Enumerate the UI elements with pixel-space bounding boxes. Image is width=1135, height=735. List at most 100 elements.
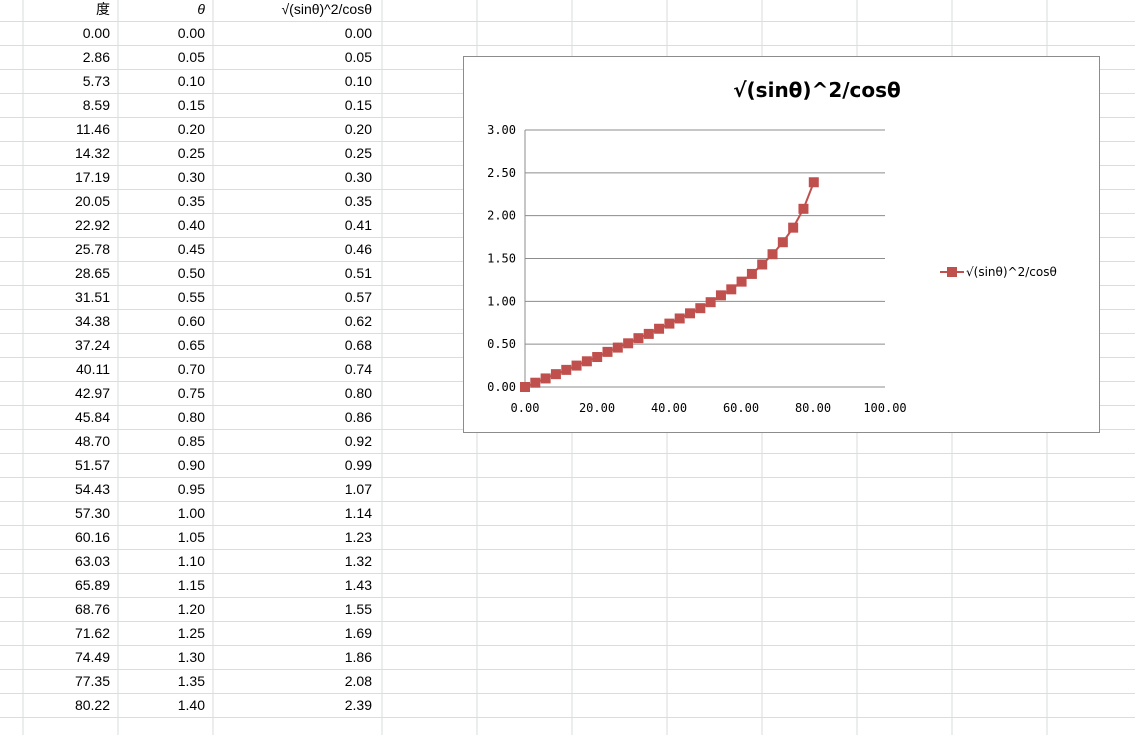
table-cell[interactable]: 0.25 bbox=[95, 142, 205, 165]
table-cell[interactable]: 0.00 bbox=[0, 22, 110, 45]
table-cell[interactable]: 11.46 bbox=[0, 118, 110, 141]
table-cell[interactable]: 57.30 bbox=[0, 502, 110, 525]
table-cell[interactable]: 0.68 bbox=[262, 334, 372, 357]
table-cell[interactable]: 37.24 bbox=[0, 334, 110, 357]
table-cell[interactable]: 0.55 bbox=[95, 286, 205, 309]
table-cell[interactable]: 20.05 bbox=[0, 190, 110, 213]
table-cell[interactable]: 68.76 bbox=[0, 598, 110, 621]
table-cell[interactable]: 0.45 bbox=[95, 238, 205, 261]
chart[interactable]: √(sinθ)^2/cosθ 0.00 0.50 1.00 1.50 2.00 2.50 3.… bbox=[463, 56, 1100, 433]
table-cell[interactable]: 77.35 bbox=[0, 670, 110, 693]
table-cell[interactable]: 0.05 bbox=[262, 46, 372, 69]
table-cell[interactable]: 8.59 bbox=[0, 94, 110, 117]
data-point bbox=[706, 297, 716, 307]
table-cell[interactable]: 71.62 bbox=[0, 622, 110, 645]
table-cell[interactable]: 1.43 bbox=[262, 574, 372, 597]
table-cell[interactable]: 0.00 bbox=[262, 22, 372, 45]
table-cell[interactable]: 60.16 bbox=[0, 526, 110, 549]
table-cell[interactable]: 80.22 bbox=[0, 694, 110, 717]
table-cell[interactable]: 34.38 bbox=[0, 310, 110, 333]
table-cell[interactable]: 74.49 bbox=[0, 646, 110, 669]
table-cell[interactable]: 1.00 bbox=[95, 502, 205, 525]
table-cell[interactable]: 0.10 bbox=[262, 70, 372, 93]
table-cell[interactable]: 0.86 bbox=[262, 406, 372, 429]
table-cell[interactable]: 1.14 bbox=[262, 502, 372, 525]
table-cell[interactable]: 0.57 bbox=[262, 286, 372, 309]
table-cell[interactable]: 1.86 bbox=[262, 646, 372, 669]
table-cell[interactable]: 2.39 bbox=[262, 694, 372, 717]
table-cell[interactable]: 42.97 bbox=[0, 382, 110, 405]
table-cell[interactable]: 1.25 bbox=[95, 622, 205, 645]
table-cell[interactable]: 40.11 bbox=[0, 358, 110, 381]
table-cell[interactable]: 1.32 bbox=[262, 550, 372, 573]
table-cell[interactable]: 25.78 bbox=[0, 238, 110, 261]
data-point bbox=[582, 356, 592, 366]
y-tick-label: 2.50 bbox=[487, 166, 516, 180]
table-cell[interactable]: 28.65 bbox=[0, 262, 110, 285]
table-cell[interactable]: 0.10 bbox=[95, 70, 205, 93]
table-cell[interactable]: 0.65 bbox=[95, 334, 205, 357]
table-cell[interactable]: 45.84 bbox=[0, 406, 110, 429]
data-point bbox=[520, 382, 530, 392]
table-cell[interactable]: 1.55 bbox=[262, 598, 372, 621]
table-cell[interactable]: 0.60 bbox=[95, 310, 205, 333]
header-cell[interactable]: θ bbox=[95, 0, 205, 21]
table-cell[interactable]: 0.62 bbox=[262, 310, 372, 333]
table-cell[interactable]: 0.90 bbox=[95, 454, 205, 477]
table-cell[interactable]: 0.30 bbox=[262, 166, 372, 189]
table-cell[interactable]: 54.43 bbox=[0, 478, 110, 501]
table-cell[interactable]: 1.30 bbox=[95, 646, 205, 669]
table-cell[interactable]: 0.74 bbox=[262, 358, 372, 381]
table-cell[interactable]: 31.51 bbox=[0, 286, 110, 309]
table-cell[interactable]: 1.35 bbox=[95, 670, 205, 693]
table-cell[interactable]: 0.70 bbox=[95, 358, 205, 381]
table-cell[interactable]: 2.08 bbox=[262, 670, 372, 693]
data-point bbox=[654, 324, 664, 334]
table-cell[interactable]: 1.40 bbox=[95, 694, 205, 717]
table-cell[interactable]: 0.35 bbox=[95, 190, 205, 213]
table-cell[interactable]: 0.15 bbox=[262, 94, 372, 117]
table-cell[interactable]: 0.92 bbox=[262, 430, 372, 453]
x-tick-label: 80.00 bbox=[795, 401, 831, 415]
table-cell[interactable]: 0.41 bbox=[262, 214, 372, 237]
table-cell[interactable]: 0.20 bbox=[95, 118, 205, 141]
table-cell[interactable]: 0.15 bbox=[95, 94, 205, 117]
header-cell[interactable]: √(sinθ)^2/cosθ bbox=[262, 0, 372, 21]
table-cell[interactable]: 1.10 bbox=[95, 550, 205, 573]
table-cell[interactable]: 48.70 bbox=[0, 430, 110, 453]
table-cell[interactable]: 0.35 bbox=[262, 190, 372, 213]
table-cell[interactable]: 0.00 bbox=[95, 22, 205, 45]
table-cell[interactable]: 0.80 bbox=[95, 406, 205, 429]
x-tick-label: 60.00 bbox=[723, 401, 759, 415]
y-tick-label: 1.00 bbox=[487, 294, 516, 308]
table-cell[interactable]: 0.20 bbox=[262, 118, 372, 141]
table-cell[interactable]: 0.75 bbox=[95, 382, 205, 405]
table-cell[interactable]: 63.03 bbox=[0, 550, 110, 573]
table-cell[interactable]: 1.15 bbox=[95, 574, 205, 597]
header-cell[interactable]: 度 bbox=[0, 0, 110, 21]
table-cell[interactable]: 0.46 bbox=[262, 238, 372, 261]
table-cell[interactable]: 0.40 bbox=[95, 214, 205, 237]
table-cell[interactable]: 1.20 bbox=[95, 598, 205, 621]
table-cell[interactable]: 0.51 bbox=[262, 262, 372, 285]
table-cell[interactable]: 14.32 bbox=[0, 142, 110, 165]
table-cell[interactable]: 0.05 bbox=[95, 46, 205, 69]
table-cell[interactable]: 5.73 bbox=[0, 70, 110, 93]
data-point bbox=[695, 303, 705, 313]
table-cell[interactable]: 1.69 bbox=[262, 622, 372, 645]
table-cell[interactable]: 0.50 bbox=[95, 262, 205, 285]
table-cell[interactable]: 1.05 bbox=[95, 526, 205, 549]
table-cell[interactable]: 17.19 bbox=[0, 166, 110, 189]
table-cell[interactable]: 1.23 bbox=[262, 526, 372, 549]
table-cell[interactable]: 0.30 bbox=[95, 166, 205, 189]
table-cell[interactable]: 65.89 bbox=[0, 574, 110, 597]
table-cell[interactable]: 0.25 bbox=[262, 142, 372, 165]
table-cell[interactable]: 51.57 bbox=[0, 454, 110, 477]
table-cell[interactable]: 2.86 bbox=[0, 46, 110, 69]
table-cell[interactable]: 0.95 bbox=[95, 478, 205, 501]
table-cell[interactable]: 22.92 bbox=[0, 214, 110, 237]
table-cell[interactable]: 0.80 bbox=[262, 382, 372, 405]
table-cell[interactable]: 1.07 bbox=[262, 478, 372, 501]
table-cell[interactable]: 0.99 bbox=[262, 454, 372, 477]
table-cell[interactable]: 0.85 bbox=[95, 430, 205, 453]
